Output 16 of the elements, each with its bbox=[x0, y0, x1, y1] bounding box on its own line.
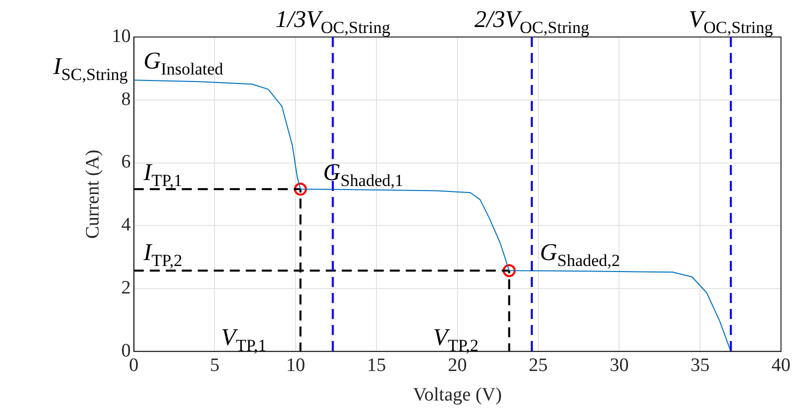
x-tick-label: 25 bbox=[528, 354, 548, 376]
y-tick-label: 2 bbox=[121, 278, 131, 299]
y-tick-label: 8 bbox=[121, 88, 131, 110]
x-tick-label: 30 bbox=[610, 354, 629, 376]
x-tick-label: 5 bbox=[210, 354, 220, 376]
x-axis-title: Voltage (V) bbox=[412, 384, 502, 406]
y-tick-label: 10 bbox=[112, 26, 131, 47]
x-tick-label: 20 bbox=[448, 354, 467, 376]
y-axis-title: Current (A) bbox=[82, 150, 104, 239]
y-tick-label: 6 bbox=[121, 152, 131, 173]
x-tick-label: 35 bbox=[690, 354, 710, 376]
x-tick-label: 15 bbox=[367, 354, 386, 376]
y-tick-label: 4 bbox=[121, 214, 132, 236]
x-tick-label: 40 bbox=[772, 354, 790, 376]
x-tick-label: 10 bbox=[286, 354, 306, 376]
y-tick-label: 0 bbox=[121, 340, 131, 362]
